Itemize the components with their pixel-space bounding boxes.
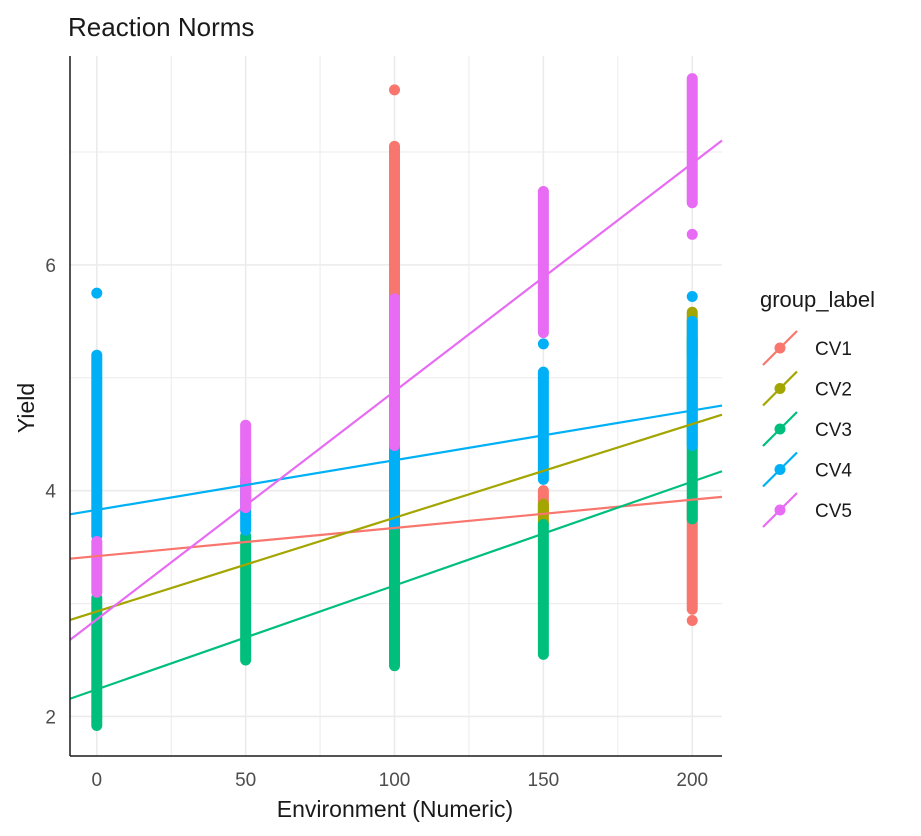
legend-label: CV1 — [815, 339, 852, 360]
legend-label: CV4 — [815, 461, 852, 482]
x-tick-label: 100 — [379, 770, 411, 791]
y-axis-title: Yield — [13, 383, 39, 433]
data-point — [686, 228, 698, 240]
legend-key-point — [774, 383, 786, 394]
x-axis-title: Environment (Numeric) — [277, 796, 513, 822]
legend-title: group_label — [760, 287, 875, 312]
y-tick-label: 6 — [45, 256, 56, 277]
legend-key-point — [774, 504, 786, 516]
x-tick-label: 200 — [676, 770, 708, 791]
legend-item-cv5: CV5 — [762, 492, 852, 528]
legend-item-cv1: CV1 — [762, 330, 852, 366]
x-tick-label: 150 — [528, 770, 560, 791]
series-cv4 — [91, 287, 698, 542]
legend-item-cv2: CV2 — [762, 370, 852, 407]
legend-item-cv4: CV4 — [762, 451, 852, 488]
legend-label: CV3 — [815, 420, 852, 441]
legend-key-point — [774, 464, 786, 475]
y-tick-label: 4 — [45, 482, 56, 503]
data-marks — [69, 73, 723, 732]
x-tick-label: 0 — [92, 770, 103, 791]
data-point — [537, 338, 549, 350]
y-tick-label: 2 — [45, 707, 56, 728]
fit-line-cv5 — [69, 139, 723, 641]
data-point — [686, 615, 698, 627]
legend-items: CV1 CV2 CV3 CV4 CV5 — [762, 330, 852, 528]
data-point — [686, 290, 698, 302]
legend-key-point — [774, 342, 786, 354]
legend-label: CV2 — [815, 380, 852, 401]
fit-line-cv3 — [69, 470, 723, 700]
legend-item-cv3: CV3 — [762, 411, 852, 447]
x-tick-label: 50 — [235, 770, 256, 791]
fit-line-cv2 — [69, 413, 723, 621]
fit-line-cv4 — [69, 404, 723, 516]
axes — [69, 56, 722, 757]
chart-title: Reaction Norms — [68, 12, 254, 42]
series-cv5 — [91, 73, 698, 598]
data-point — [389, 84, 401, 96]
tick-labels: 0 50 100 150 200 2 4 6 — [45, 256, 708, 791]
legend-label: CV5 — [815, 501, 852, 522]
data-point — [91, 287, 103, 299]
fit-line-cv1 — [69, 495, 723, 560]
legend: group_label CV1 CV2 CV3 CV4 CV5 — [760, 287, 875, 528]
legend-key-point — [774, 423, 786, 435]
